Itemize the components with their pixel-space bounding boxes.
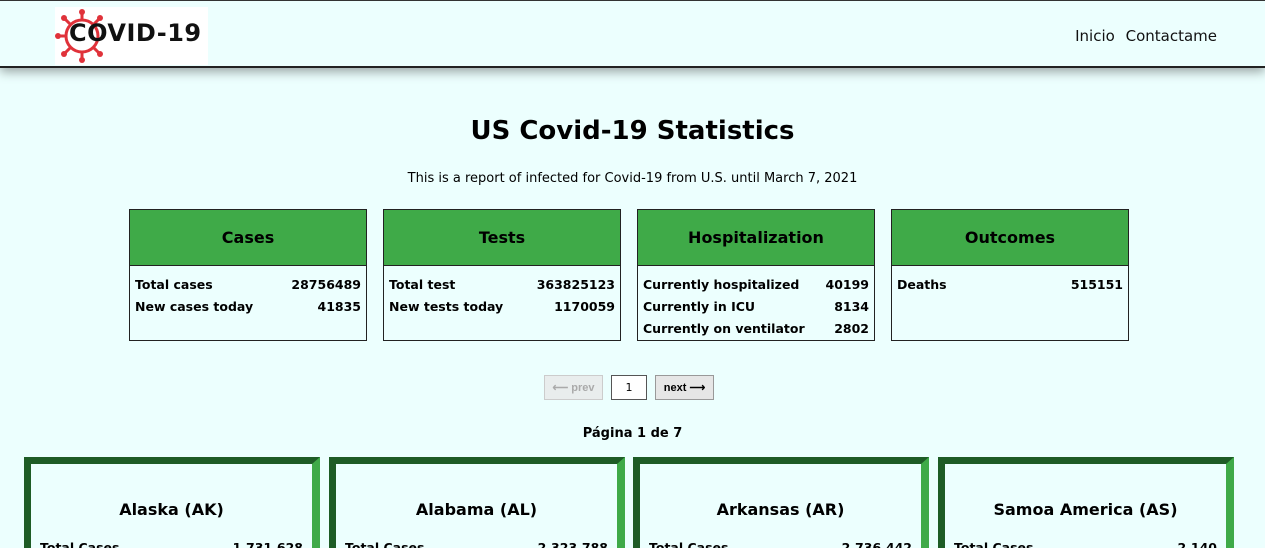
stat-label: Total cases [135,277,213,292]
stat-row: Total cases 28756489 [135,274,361,296]
state-row: Total Cases 2,323,788 [345,540,608,548]
logo[interactable]: COVID-19 [55,7,208,65]
stat-label: New cases today [135,299,254,314]
stat-label: Total test [389,277,456,292]
stat-row: Deaths 515151 [897,274,1123,296]
stat-label: New tests today [389,299,504,314]
logo-text: COVID-19 [69,19,202,47]
state-label: Total Cases [649,540,729,548]
stat-value: 515151 [1070,277,1123,292]
state-row: Total Cases 2,736,442 [649,540,912,548]
nav-links: Inicio Contactame [1069,27,1217,45]
state-name: Arkansas (AR) [716,500,845,519]
page-number-input[interactable]: 1 [611,375,647,400]
state-value: 2,736,442 [841,540,912,548]
stat-card-title: Hospitalization [638,210,874,266]
nav-link-contactame[interactable]: Contactame [1125,27,1217,45]
virus-icon [55,9,103,63]
stat-value: 8134 [834,299,869,314]
page-info: Página 1 de 7 [582,426,683,441]
state-row: Total Cases 2,140 [954,540,1217,548]
page-title: US Covid-19 Statistics [470,116,795,146]
state-value: 2,323,788 [537,540,608,548]
stat-card-outcomes: Outcomes Deaths 515151 [891,209,1129,341]
state-card-ak[interactable]: Alaska (AK) Total Cases 1,731,628 [24,457,320,548]
stat-label: Currently in ICU [643,299,756,314]
stat-card-tests: Tests Total test 363825123 New tests tod… [383,209,621,341]
prev-page-button[interactable]: ⟵ prev [544,375,603,400]
stat-label: Currently hospitalized [643,277,800,292]
stat-value: 41835 [317,299,362,314]
stat-row: Currently hospitalized 40199 [643,274,869,296]
page-subtitle: This is a report of infected for Covid-1… [407,171,858,186]
stat-card-title: Cases [130,210,366,266]
state-card-ar[interactable]: Arkansas (AR) Total Cases 2,736,442 [633,457,929,548]
stat-value: 1170059 [554,299,615,314]
stat-row: New cases today 41835 [135,296,361,318]
state-card-al[interactable]: Alabama (AL) Total Cases 2,323,788 [329,457,625,548]
stat-row: New tests today 1170059 [389,296,615,318]
state-card-as[interactable]: Samoa America (AS) Total Cases 2,140 [938,457,1234,548]
state-label: Total Cases [954,540,1034,548]
state-label: Total Cases [40,540,120,548]
stat-card-title: Outcomes [892,210,1128,266]
stat-value: 28756489 [291,277,361,292]
stat-label: Deaths [897,277,947,292]
state-row: Total Cases 1,731,628 [40,540,303,548]
stat-row: Total test 363825123 [389,274,615,296]
state-label: Total Cases [345,540,425,548]
stat-label: Currently on ventilator [643,321,805,336]
stat-value: 363825123 [536,277,615,292]
stat-card-title: Tests [384,210,620,266]
stat-value: 2802 [834,321,869,336]
nav-link-inicio[interactable]: Inicio [1075,27,1115,45]
state-name: Samoa America (AS) [993,500,1178,519]
stat-row: Currently on ventilator 2802 [643,318,869,340]
navbar: COVID-19 Inicio Contactame [0,0,1265,68]
state-value: 1,731,628 [232,540,303,548]
next-page-button[interactable]: next ⟶ [655,375,714,400]
state-name: Alabama (AL) [415,500,538,519]
state-value: 2,140 [1177,540,1217,548]
state-name: Alaska (AK) [119,500,224,519]
stat-row: Currently in ICU 8134 [643,296,869,318]
stat-card-hospitalization: Hospitalization Currently hospitalized 4… [637,209,875,341]
stat-value: 40199 [825,277,870,292]
stat-card-cases: Cases Total cases 28756489 New cases tod… [129,209,367,341]
